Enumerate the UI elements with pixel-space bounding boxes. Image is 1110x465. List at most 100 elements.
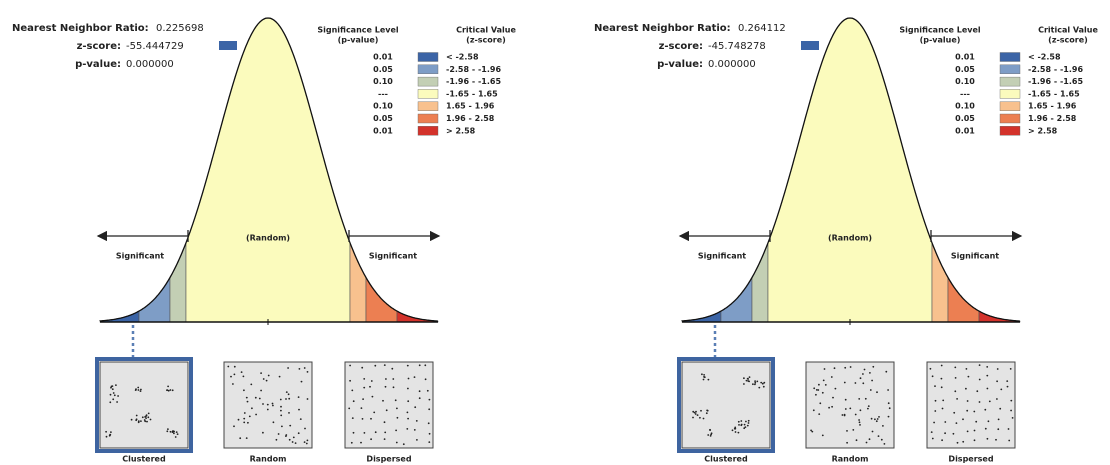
legend-z: -2.58 - -1.96: [446, 65, 501, 74]
point: [115, 384, 117, 386]
point: [245, 437, 248, 439]
point: [147, 412, 150, 415]
point: [880, 438, 883, 441]
point: [883, 443, 886, 445]
point: [172, 430, 175, 433]
point: [747, 419, 750, 422]
p-value: 0.000000: [126, 59, 174, 70]
point: [885, 370, 888, 373]
point: [929, 367, 932, 370]
point: [149, 418, 152, 421]
z-label: z-score:: [77, 41, 121, 52]
center-label: (Random): [828, 234, 872, 243]
legend-p: 0.10: [955, 77, 975, 86]
point: [362, 398, 364, 400]
point: [702, 417, 705, 420]
point: [239, 437, 242, 440]
point: [300, 380, 303, 383]
point: [113, 394, 116, 397]
legend-z: > 2.58: [446, 126, 476, 135]
selected-box: [95, 357, 193, 453]
legend-crit-header: (z-score): [466, 36, 506, 45]
point: [940, 386, 943, 389]
point: [940, 377, 943, 380]
point: [288, 412, 290, 414]
point: [349, 379, 351, 382]
legend-z: < -2.58: [1028, 53, 1061, 62]
point: [169, 389, 172, 391]
point: [280, 409, 282, 412]
point: [243, 412, 246, 414]
point: [843, 413, 846, 416]
legend-p: 0.05: [955, 114, 975, 123]
point: [370, 438, 372, 441]
point: [428, 441, 431, 443]
point: [391, 367, 394, 370]
point: [706, 409, 708, 412]
point: [931, 437, 934, 440]
point: [279, 398, 282, 401]
point: [134, 389, 137, 391]
point: [988, 400, 991, 403]
point: [810, 429, 812, 432]
legend-p: 0.10: [955, 102, 975, 111]
point: [407, 400, 410, 403]
point: [297, 432, 300, 435]
curve-region: [169, 242, 187, 323]
point: [111, 385, 114, 387]
point: [141, 416, 144, 419]
point: [402, 443, 405, 446]
right-label: Significant: [369, 252, 417, 261]
point: [285, 434, 288, 436]
point: [934, 410, 937, 412]
point: [374, 364, 377, 367]
point: [281, 425, 283, 428]
point: [758, 386, 761, 389]
point: [821, 434, 824, 437]
point: [414, 406, 417, 409]
point: [237, 418, 240, 421]
point: [743, 423, 746, 426]
point: [973, 439, 976, 442]
point: [734, 426, 737, 429]
point: [822, 379, 825, 382]
point: [854, 382, 857, 384]
legend-p: 0.01: [955, 126, 975, 135]
point: [696, 414, 699, 416]
point: [702, 378, 705, 381]
point: [828, 406, 830, 409]
point: [833, 367, 836, 370]
point: [705, 412, 708, 415]
pattern-label: Random: [832, 455, 869, 464]
point: [743, 383, 745, 385]
legend-swatch: [417, 76, 439, 87]
point: [254, 396, 257, 399]
legend-sig-header: Significance Level: [899, 26, 981, 35]
point: [700, 409, 702, 412]
point: [813, 387, 816, 390]
point: [818, 383, 820, 386]
point: [954, 366, 957, 369]
point: [953, 411, 956, 414]
point: [135, 414, 138, 417]
point: [233, 425, 235, 428]
point: [878, 416, 880, 418]
point: [242, 375, 245, 378]
legend-swatch: [417, 64, 439, 75]
point: [428, 432, 431, 435]
point: [292, 436, 295, 439]
point: [978, 364, 981, 366]
point: [692, 416, 694, 419]
point: [1007, 428, 1010, 430]
point: [703, 376, 706, 379]
point: [824, 384, 827, 386]
pattern-label: Clustered: [122, 455, 166, 464]
point: [271, 402, 274, 405]
point: [299, 418, 302, 420]
point: [262, 431, 264, 434]
point: [997, 418, 1000, 421]
point: [834, 387, 837, 390]
